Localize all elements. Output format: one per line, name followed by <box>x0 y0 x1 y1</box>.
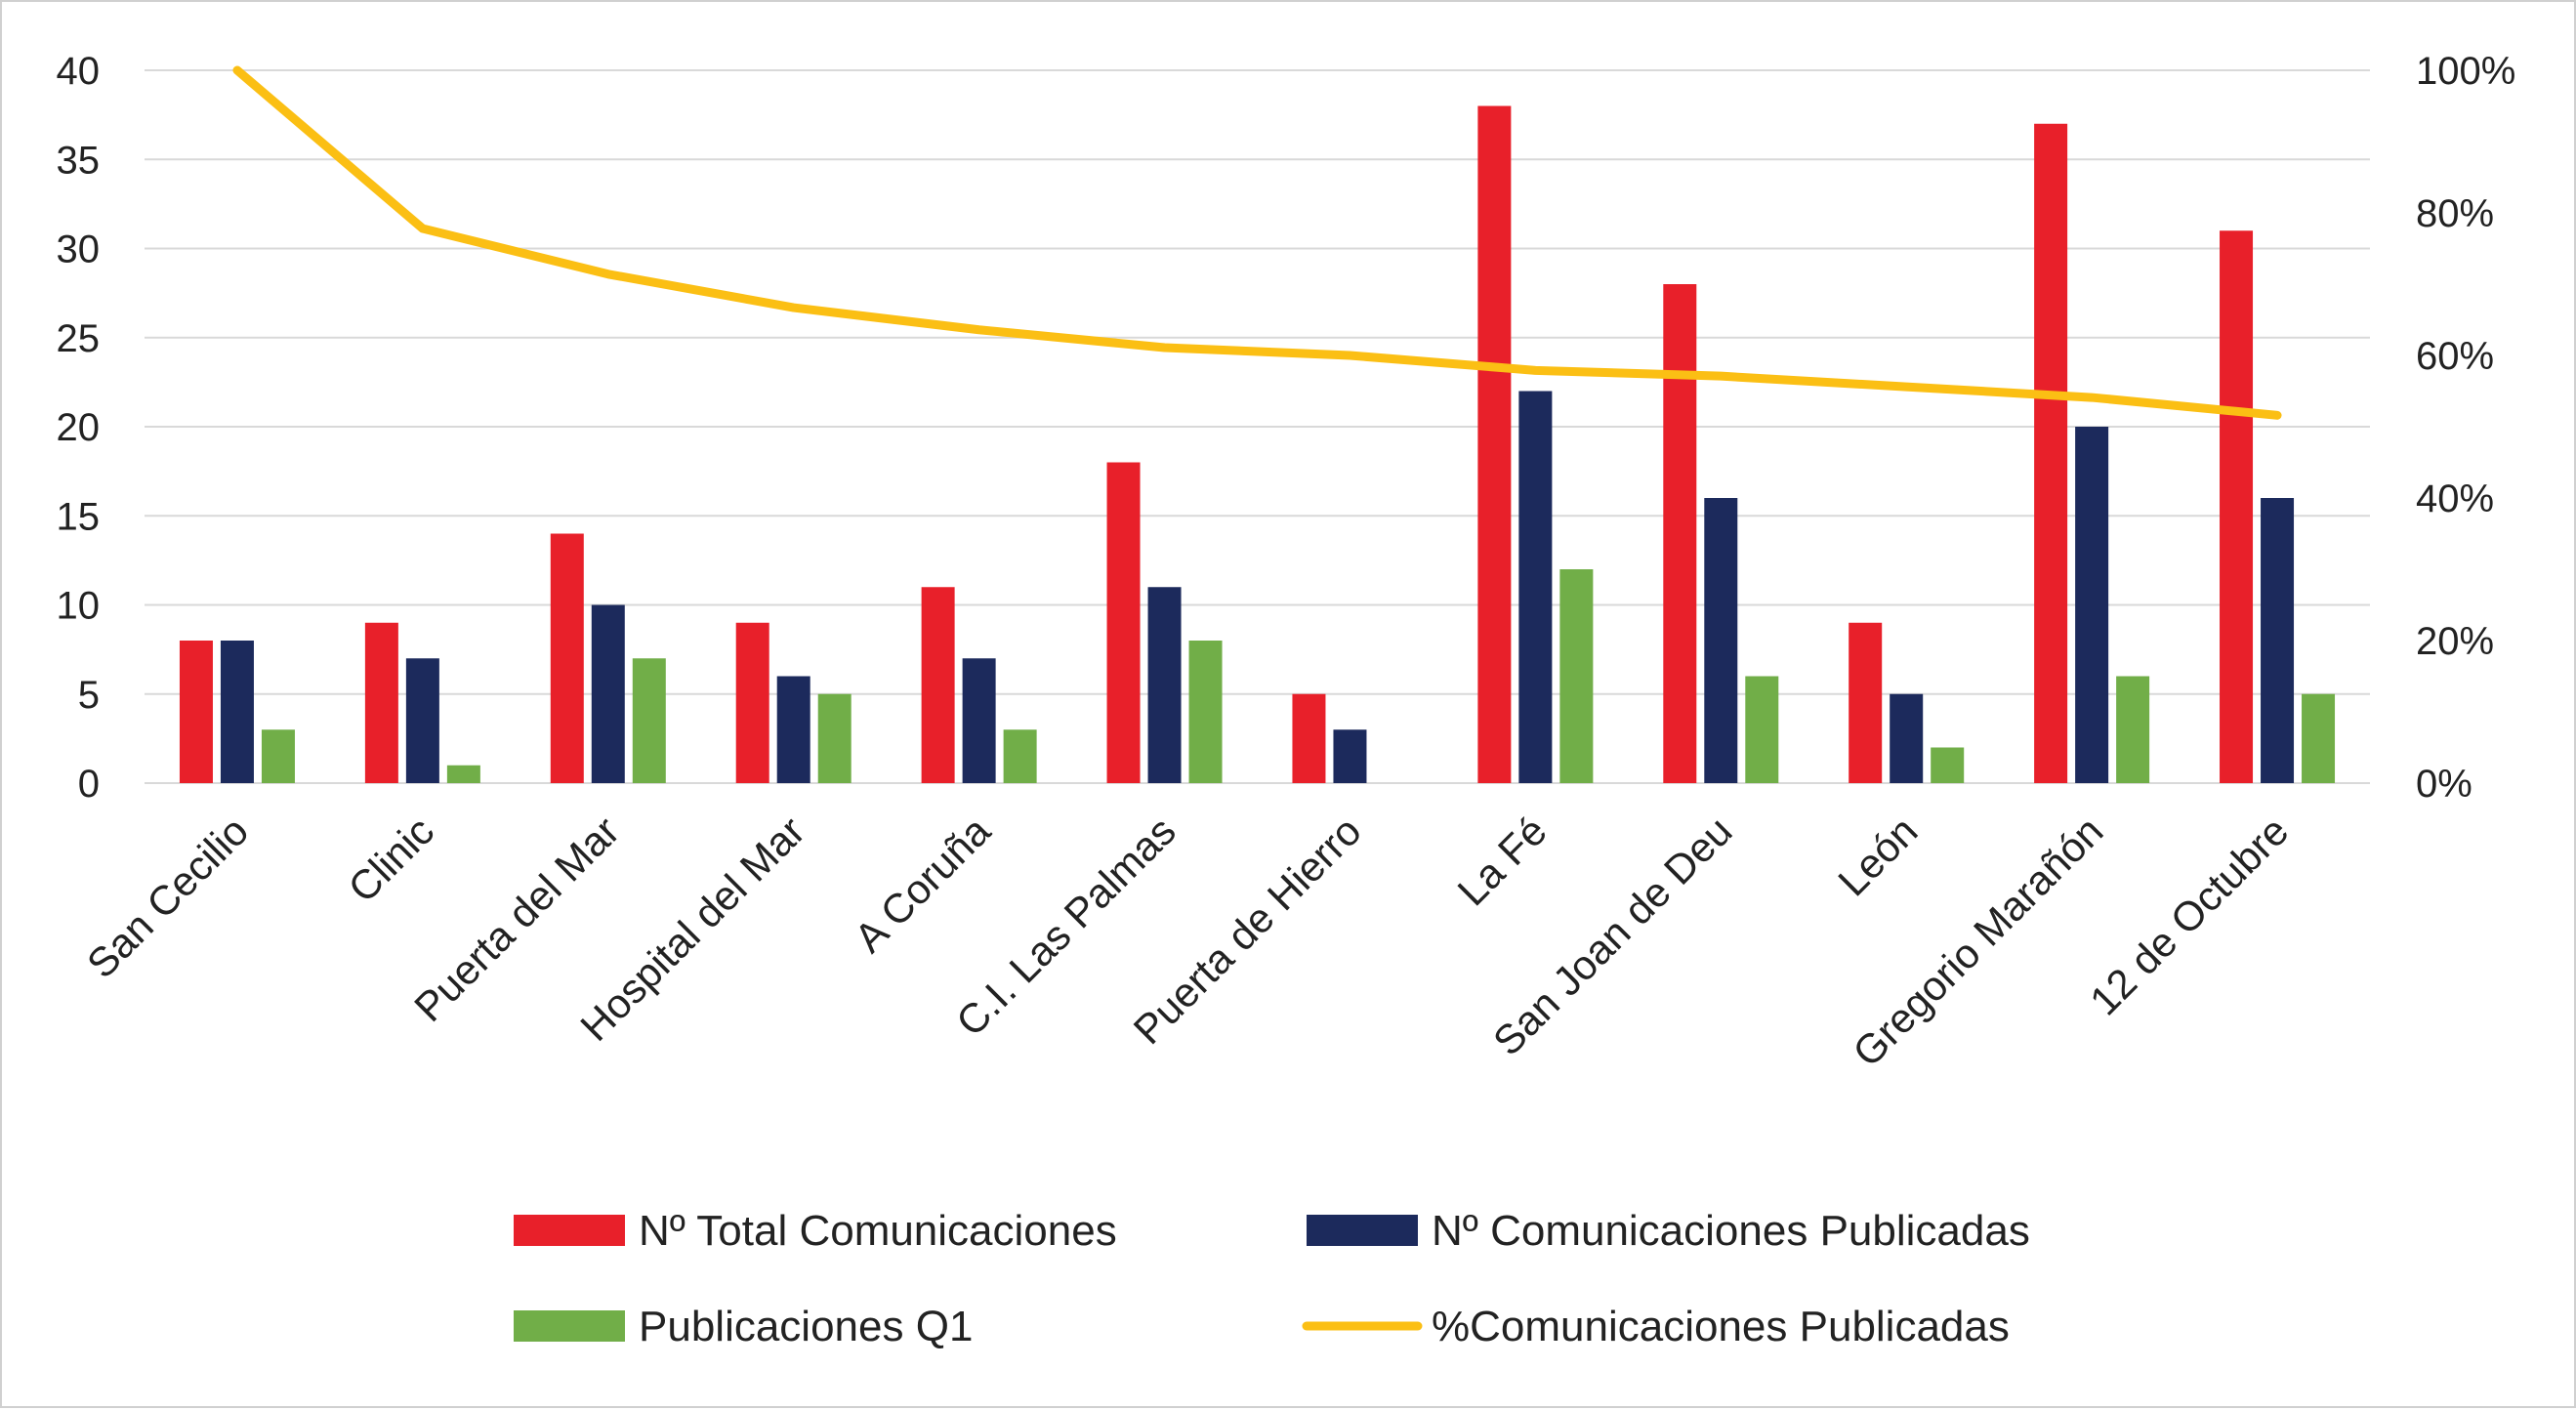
bar-publicaciones-q1 <box>1188 641 1223 783</box>
bar-publicaciones-q1 <box>1745 676 1779 783</box>
left-y-tick-label: 10 <box>57 585 101 628</box>
line-point <box>418 225 427 233</box>
bar-publicaciones-q1 <box>1003 729 1037 783</box>
line-point <box>2088 394 2097 402</box>
bar-n-total-comunicaciones <box>550 533 584 783</box>
category-label: León <box>1829 808 1926 904</box>
bar-n-comunicaciones-publicadas <box>405 658 439 783</box>
bar-n-comunicaciones-publicadas <box>1518 391 1553 783</box>
bar-publicaciones-q1 <box>2302 693 2336 783</box>
legend-label: Publicaciones Q1 <box>639 1303 973 1350</box>
bar-n-total-comunicaciones <box>364 622 398 783</box>
bar-n-total-comunicaciones <box>2034 123 2068 783</box>
bar-n-total-comunicaciones <box>1849 622 1883 783</box>
left-y-tick-label: 20 <box>57 406 101 449</box>
bar-n-comunicaciones-publicadas <box>2261 498 2295 783</box>
bar-n-comunicaciones-publicadas <box>1890 693 1924 783</box>
bar-n-comunicaciones-publicadas <box>962 658 996 783</box>
line-point <box>1346 352 1354 359</box>
bar-publicaciones-q1 <box>1559 569 1594 783</box>
left-y-tick-label: 5 <box>78 674 100 717</box>
bar-publicaciones-q1 <box>261 729 295 783</box>
bar-n-comunicaciones-publicadas <box>591 604 625 783</box>
line-point <box>1717 372 1725 381</box>
right-y-tick-label: 0% <box>2416 763 2472 806</box>
category-label: San Cecilio <box>78 808 257 986</box>
bar-n-total-comunicaciones <box>921 587 955 783</box>
legend-label: %Comunicaciones Publicadas <box>1432 1303 2010 1350</box>
bar-n-total-comunicaciones <box>2220 230 2254 783</box>
line-point <box>232 66 241 74</box>
bar-n-total-comunicaciones <box>1663 284 1697 783</box>
bar-n-comunicaciones-publicadas <box>1704 498 1738 783</box>
bar-n-total-comunicaciones <box>1292 693 1326 783</box>
right-y-axis: 0% 20% 40% 60% 80% 100% <box>2416 50 2515 806</box>
line-point <box>603 270 612 278</box>
left-y-tick-label: 40 <box>57 50 101 93</box>
legend-label: Nº Comunicaciones Publicadas <box>1432 1207 2030 1255</box>
legend-swatch <box>514 1310 625 1342</box>
bar-publicaciones-q1 <box>2116 676 2150 783</box>
line-point <box>2273 411 2282 420</box>
bar-n-total-comunicaciones <box>1106 462 1141 783</box>
legend: Nº Total Comunicaciones Nº Comunicaciones… <box>514 1207 2030 1350</box>
bar-n-total-comunicaciones <box>1477 105 1512 783</box>
bar-n-comunicaciones-publicadas <box>1333 729 1367 783</box>
legend-label: Nº Total Comunicaciones <box>639 1207 1117 1255</box>
left-y-tick-label: 35 <box>57 139 101 182</box>
bar-n-comunicaciones-publicadas <box>2075 427 2109 783</box>
bar-publicaciones-q1 <box>446 765 480 783</box>
category-label: 12 de Octubre <box>2081 808 2297 1023</box>
percent-line <box>232 65 2282 420</box>
bar-n-comunicaciones-publicadas <box>220 641 254 783</box>
line-point <box>975 325 983 334</box>
left-y-axis: 0 5 10 15 20 25 30 35 40 <box>57 50 101 806</box>
left-y-tick-label: 30 <box>57 228 101 271</box>
right-y-tick-label: 20% <box>2416 620 2494 663</box>
right-y-tick-label: 40% <box>2416 477 2494 520</box>
right-y-tick-label: 100% <box>2416 50 2515 93</box>
category-label: A Coruña <box>846 808 1000 962</box>
line-point <box>1531 366 1540 375</box>
right-y-tick-label: 80% <box>2416 192 2494 235</box>
legend-swatch <box>514 1215 625 1246</box>
line-point <box>1160 343 1169 352</box>
bar-n-total-comunicaciones <box>179 641 213 783</box>
category-label: La Fé <box>1449 808 1556 914</box>
bar-publicaciones-q1 <box>632 658 666 783</box>
bar-n-comunicaciones-publicadas <box>776 676 810 783</box>
category-label: Clinic <box>339 808 442 911</box>
line-point <box>1902 383 1911 392</box>
line-comunicaciones-publicadas <box>232 65 2282 420</box>
line-point <box>789 304 798 312</box>
right-y-tick-label: 60% <box>2416 335 2494 378</box>
left-y-tick-label: 0 <box>78 763 100 806</box>
bars <box>179 105 2336 783</box>
left-y-tick-label: 25 <box>57 317 101 360</box>
bar-n-total-comunicaciones <box>735 622 769 783</box>
bar-publicaciones-q1 <box>817 693 852 783</box>
left-y-tick-label: 15 <box>57 495 101 538</box>
legend-swatch <box>1307 1215 1418 1246</box>
bar-publicaciones-q1 <box>1931 747 1965 783</box>
bar-n-comunicaciones-publicadas <box>1147 587 1182 783</box>
